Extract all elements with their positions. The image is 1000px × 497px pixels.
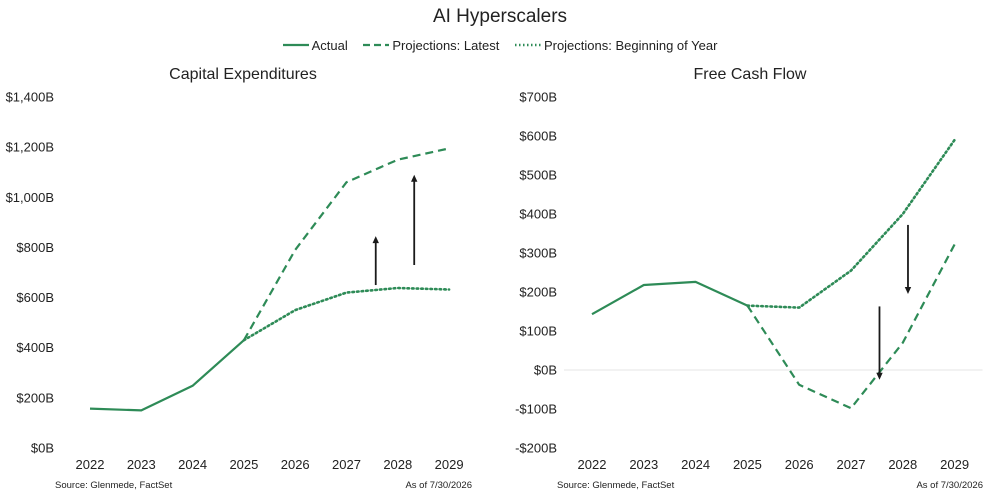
x-tick-label: 2027	[837, 457, 866, 472]
legend-label-boy: Projections: Beginning of Year	[543, 37, 718, 53]
arrow-head	[411, 174, 418, 182]
legend-label-latest: Projections: Latest	[392, 37, 500, 53]
legend-label-actual: Actual	[311, 37, 348, 53]
y-tick-label: $1,000B	[6, 190, 54, 205]
y-tick-label: $0B	[534, 363, 557, 378]
x-tick-label: 2022	[76, 457, 105, 472]
legend-item-boy: Projections: Beginning of Year	[514, 37, 718, 53]
legend-swatch-dotted	[514, 43, 541, 47]
capex-chart: Capital Expenditures $0B $200B $400B $600B $8…	[6, 66, 472, 491]
legend-swatch-dashed	[363, 43, 390, 47]
y-tick-label: $200B	[16, 390, 54, 405]
y-tick-label: $300B	[519, 246, 557, 261]
y-tick-label: $0B	[31, 441, 54, 456]
x-tick-label: 2029	[940, 457, 969, 472]
as-of-note: As of 7/30/2026	[916, 480, 983, 491]
legend-item-latest: Projections: Latest	[363, 37, 499, 53]
y-tick-label: $700B	[519, 90, 557, 105]
as-of-note: As of 7/30/2026	[405, 480, 472, 491]
x-tick-label: 2022	[578, 457, 607, 472]
fcf-chart: Free Cash Flow -$200B -$100B $0B $100B $200B $…	[515, 66, 983, 491]
source-note: Source: Glenmede, FactSet	[557, 480, 675, 491]
x-tick-label: 2028	[383, 457, 412, 472]
x-tick-label: 2029	[435, 457, 464, 472]
y-tick-label: $600B	[519, 129, 557, 144]
series-line-dotted	[242, 286, 451, 342]
legend-item-actual: Actual	[282, 37, 348, 53]
y-tick-label: $1,400B	[6, 90, 54, 105]
y-tick-label: $200B	[519, 285, 557, 300]
y-tick-label: $800B	[16, 240, 54, 255]
y-tick-label: -$100B	[515, 402, 557, 417]
x-tick-label: 2025	[229, 457, 258, 472]
source-note: Source: Glenmede, FactSet	[55, 480, 173, 491]
series-line-dashed	[242, 147, 450, 341]
y-tick-label: $400B	[16, 340, 54, 355]
x-tick-label: 2025	[733, 457, 762, 472]
y-tick-label: $1,200B	[6, 140, 54, 155]
x-tick-label: 2024	[681, 457, 710, 472]
x-tick-label: 2023	[629, 457, 658, 472]
y-tick-label: $400B	[519, 207, 557, 222]
panel-title: Free Cash Flow	[694, 66, 807, 83]
x-tick-label: 2026	[281, 457, 310, 472]
x-tick-label: 2023	[127, 457, 156, 472]
x-tick-label: 2027	[332, 457, 361, 472]
arrow-head	[876, 372, 883, 380]
legend-swatch-solid	[282, 43, 309, 47]
arrow-head	[372, 236, 379, 244]
x-tick-label: 2024	[178, 457, 207, 472]
legend: Actual Projections: Latest Projections: …	[0, 36, 1000, 53]
series-line-solid	[89, 339, 245, 412]
y-tick-label: $600B	[16, 290, 54, 305]
arrow-head	[904, 286, 912, 294]
chart-title: AI Hyperscalers	[432, 6, 568, 27]
series-line-dotted	[746, 138, 956, 309]
y-tick-label: $500B	[519, 168, 557, 183]
y-tick-label: $100B	[519, 324, 557, 339]
x-tick-label: 2028	[888, 457, 917, 472]
series-line-solid	[591, 280, 748, 316]
panel-title: Capital Expenditures	[169, 66, 317, 83]
x-tick-label: 2026	[785, 457, 814, 472]
y-tick-label: -$200B	[515, 441, 557, 456]
